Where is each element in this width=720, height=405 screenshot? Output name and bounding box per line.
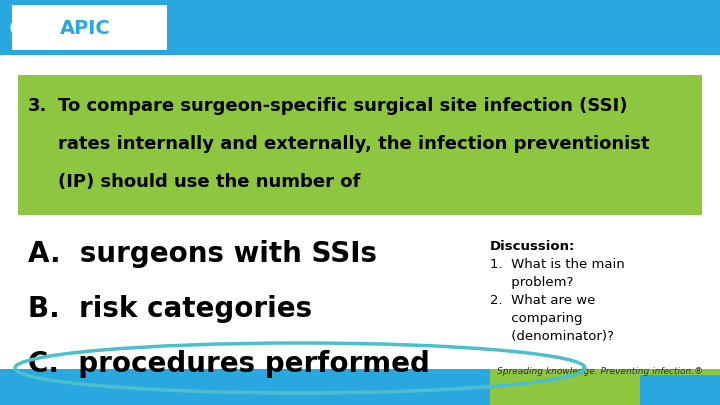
Text: 2.  What are we: 2. What are we — [490, 294, 595, 307]
Text: C.  procedures performed: C. procedures performed — [28, 350, 430, 378]
Text: (denominator)?: (denominator)? — [490, 330, 614, 343]
Text: (IP) should use the number of: (IP) should use the number of — [58, 173, 361, 191]
Text: 1.  What is the main: 1. What is the main — [490, 258, 625, 271]
Bar — [0, 0, 720, 55]
Text: Discussion:: Discussion: — [490, 240, 575, 253]
Text: A.  surgeons with SSIs: A. surgeons with SSIs — [28, 240, 377, 268]
Text: B.  risk categories: B. risk categories — [28, 295, 312, 323]
Text: Spreading knowledge. Preventing infection.®: Spreading knowledge. Preventing infectio… — [497, 367, 703, 377]
Text: problem?: problem? — [490, 276, 573, 289]
Bar — [0, 375, 720, 405]
Text: APIC: APIC — [60, 19, 110, 38]
Bar — [0, 55, 720, 369]
Text: comparing: comparing — [490, 312, 582, 325]
Bar — [0, 369, 720, 375]
Bar — [18, 75, 702, 215]
Bar — [12, 5, 167, 50]
Text: ◑: ◑ — [9, 15, 31, 39]
Bar — [490, 375, 640, 405]
Text: 3.: 3. — [28, 97, 48, 115]
Text: To compare surgeon-specific surgical site infection (SSI): To compare surgeon-specific surgical sit… — [58, 97, 628, 115]
Bar — [490, 369, 720, 375]
Text: rates internally and externally, the infection preventionist: rates internally and externally, the inf… — [58, 135, 649, 153]
